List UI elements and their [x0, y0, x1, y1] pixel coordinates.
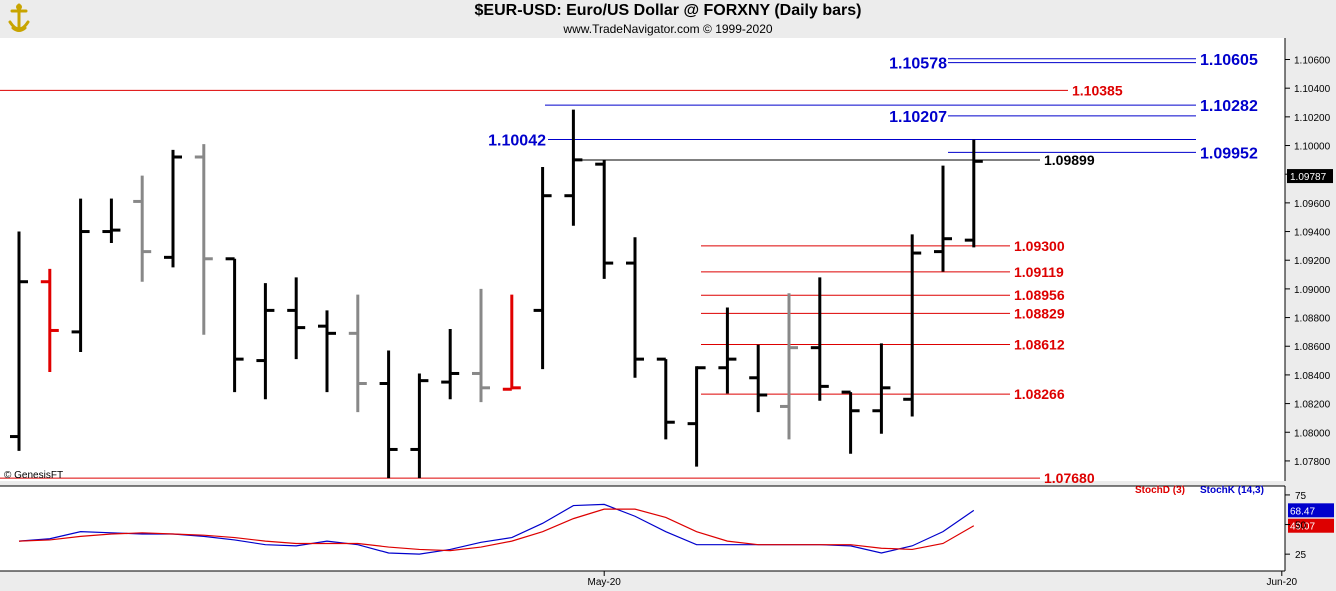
ohlc-bar [841, 390, 860, 454]
price-tick-label: 1.09000 [1294, 285, 1331, 296]
level-label-1.10578: 1.10578 [889, 56, 947, 73]
stoch-last-badge [1288, 503, 1334, 518]
stoch-tick-label: 50 [1295, 521, 1307, 532]
ohlc-bar [810, 277, 829, 401]
ohlc-bar [533, 167, 552, 370]
stoch-legend-k: StochK (14,3) [1200, 485, 1264, 496]
price-tick-label: 1.10200 [1294, 113, 1331, 124]
level-label-1.09952: 1.09952 [1200, 145, 1258, 162]
stoch-tick-label: 75 [1295, 491, 1307, 502]
ohlc-bar [472, 288, 490, 403]
level-label-1.08829: 1.08829 [1014, 305, 1065, 321]
ohlc-bar [348, 294, 367, 413]
price-tick-label: 1.10400 [1294, 84, 1331, 95]
level-label-1.09899: 1.09899 [1044, 152, 1095, 168]
price-tick-label: 1.08000 [1294, 428, 1331, 439]
ohlc-bar [102, 198, 121, 244]
price-y-axis: 1.106001.104001.102001.100001.098001.096… [1284, 38, 1333, 481]
price-tick-label: 1.08600 [1294, 342, 1331, 353]
stochastic-pane [0, 486, 1285, 571]
ohlc-bar [379, 350, 398, 479]
ohlc-bar [287, 277, 306, 360]
ohlc-bar [40, 268, 59, 373]
last-price-label: 1.09787 [1290, 172, 1327, 183]
price-tick-label: 1.08800 [1294, 314, 1331, 325]
stoch-series-line [18, 508, 975, 552]
copyright-label: © GenesisFT [4, 470, 63, 481]
ohlc-bar [595, 159, 614, 279]
level-label-1.10042: 1.10042 [488, 133, 546, 150]
ohlc-bar [626, 237, 644, 378]
ohlc-bar [318, 310, 336, 393]
tradenavigator-logo-icon [4, 2, 34, 34]
price-tick-label: 1.10600 [1294, 56, 1331, 67]
level-label-1.10282: 1.10282 [1200, 98, 1258, 115]
x-tick-label: May-20 [588, 577, 622, 588]
level-label-1.07680: 1.07680 [1044, 470, 1095, 486]
chart-header: $EUR-USD: Euro/US Dollar @ FORXNY (Daily… [0, 0, 1336, 38]
ohlc-bar [410, 373, 429, 479]
level-label-1.08956: 1.08956 [1014, 287, 1065, 303]
stoch-last-label: 49.07 [1290, 522, 1315, 533]
stoch-last-label: 68.47 [1290, 506, 1315, 517]
chart-subtitle: www.TradeNavigator.com © 1999-2020 [563, 22, 773, 36]
ohlc-bar [502, 294, 521, 391]
price-tick-label: 1.09600 [1294, 199, 1331, 210]
bars-layer [10, 109, 983, 479]
price-tick-label: 1.09200 [1294, 256, 1331, 267]
stochastic-layer: 68.47 49.07 75 50 25 StochD (3) StochK (14,3) [0, 485, 1334, 571]
ohlc-bar [10, 231, 28, 451]
level-label-1.09300: 1.09300 [1014, 238, 1065, 254]
ohlc-bar [934, 165, 952, 272]
level-label-1.10207: 1.10207 [889, 109, 947, 126]
price-tick-label: 1.10000 [1294, 142, 1331, 153]
stoch-last-badge [1288, 518, 1334, 533]
last-price-badge [1287, 169, 1333, 184]
price-tick-label: 1.09400 [1294, 228, 1331, 239]
ohlc-bar [718, 307, 737, 394]
price-pane [0, 38, 1285, 481]
ohlc-bar [656, 357, 675, 440]
ohlc-bar [903, 234, 922, 417]
level-label-1.08266: 1.08266 [1014, 386, 1065, 402]
level-label-1.10605: 1.10605 [1200, 52, 1258, 69]
chart-title: $EUR-USD: Euro/US Dollar @ FORXNY (Daily… [474, 2, 862, 19]
x-axis: May-20 Jun-20 [0, 570, 1298, 588]
stoch-legend-d: StochD (3) [1135, 485, 1185, 496]
ohlc-bar [687, 366, 706, 467]
price-tick-label: 1.08200 [1294, 400, 1331, 411]
ohlc-bar [780, 293, 798, 440]
ohlc-bar [71, 198, 90, 352]
ohlc-bar [194, 144, 213, 335]
levels-layer: 1.10605 1.10578 1.10385 1.10282 1.10207 1.100… [0, 52, 1258, 486]
ohlc-bar [564, 109, 583, 226]
ohlc-bar [164, 149, 182, 268]
ohlc-bar [441, 329, 460, 400]
ohlc-bar [964, 139, 983, 248]
ohlc-bar [872, 343, 891, 434]
x-tick-label: Jun-20 [1267, 577, 1298, 588]
ohlc-bar [133, 175, 152, 282]
level-label-1.08612: 1.08612 [1014, 337, 1065, 353]
ohlc-bar [256, 283, 275, 400]
ohlc-bar [749, 344, 768, 413]
level-label-1.09119: 1.09119 [1014, 264, 1064, 280]
level-label-1.10385: 1.10385 [1072, 82, 1123, 98]
ohlc-bar [225, 257, 244, 393]
price-tick-label: 1.07800 [1294, 457, 1331, 468]
price-tick-label: 1.08400 [1294, 371, 1331, 382]
stoch-tick-label: 25 [1295, 550, 1307, 561]
